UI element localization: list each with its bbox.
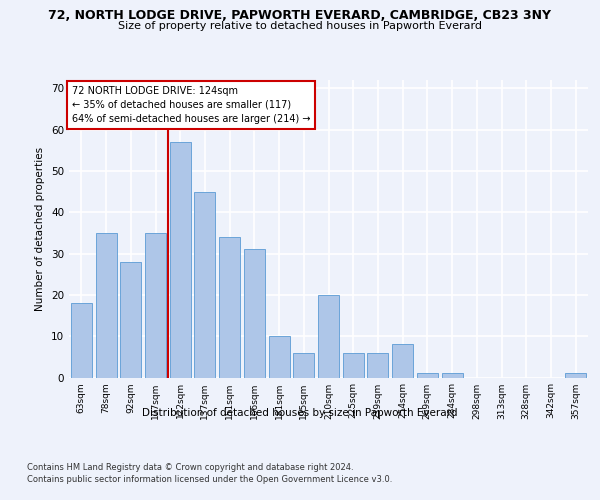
- Bar: [244, 250, 265, 378]
- Bar: [71, 303, 92, 378]
- Bar: [194, 192, 215, 378]
- Bar: [442, 374, 463, 378]
- Bar: [565, 374, 586, 378]
- Text: Contains HM Land Registry data © Crown copyright and database right 2024.: Contains HM Land Registry data © Crown c…: [27, 462, 353, 471]
- Text: Contains public sector information licensed under the Open Government Licence v3: Contains public sector information licen…: [27, 475, 392, 484]
- Bar: [219, 237, 240, 378]
- Bar: [269, 336, 290, 378]
- Bar: [417, 374, 438, 378]
- Bar: [318, 295, 339, 378]
- Text: 72, NORTH LODGE DRIVE, PAPWORTH EVERARD, CAMBRIDGE, CB23 3NY: 72, NORTH LODGE DRIVE, PAPWORTH EVERARD,…: [49, 9, 551, 22]
- Bar: [367, 352, 388, 378]
- Bar: [95, 233, 116, 378]
- Text: Distribution of detached houses by size in Papworth Everard: Distribution of detached houses by size …: [142, 408, 458, 418]
- Bar: [392, 344, 413, 378]
- Bar: [170, 142, 191, 378]
- Bar: [343, 352, 364, 378]
- Bar: [293, 352, 314, 378]
- Bar: [145, 233, 166, 378]
- Text: 72 NORTH LODGE DRIVE: 124sqm
← 35% of detached houses are smaller (117)
64% of s: 72 NORTH LODGE DRIVE: 124sqm ← 35% of de…: [71, 86, 310, 124]
- Text: Size of property relative to detached houses in Papworth Everard: Size of property relative to detached ho…: [118, 21, 482, 31]
- Bar: [120, 262, 141, 378]
- Y-axis label: Number of detached properties: Number of detached properties: [35, 146, 46, 311]
